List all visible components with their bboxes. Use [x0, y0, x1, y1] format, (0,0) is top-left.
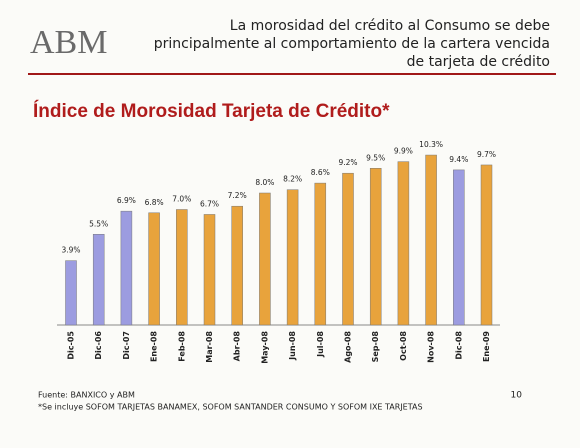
bar	[259, 192, 271, 326]
bar	[397, 161, 410, 326]
bar	[120, 210, 133, 326]
value-label: 10.3%	[419, 140, 443, 149]
source: Fuente: BANXICO y ABM	[38, 391, 135, 400]
x-tick-label: Feb-08	[177, 331, 186, 362]
bar	[286, 189, 299, 326]
x-tick-label: May-08	[260, 331, 269, 364]
value-label: 9.9%	[394, 147, 413, 156]
x-tick-label: Ene-08	[150, 331, 159, 362]
bar	[176, 209, 188, 326]
value-label: 9.7%	[477, 150, 496, 159]
bar	[342, 172, 354, 326]
x-tick-label: Oct-08	[399, 331, 408, 361]
x-tick-label: Dic-08	[454, 331, 463, 360]
bar	[480, 164, 493, 326]
page-number: 10	[511, 391, 523, 401]
header-line: principalmente al comportamiento de la c…	[154, 36, 550, 52]
value-label: 9.2%	[338, 158, 357, 167]
value-label: 7.2%	[228, 191, 247, 200]
value-label: 8.6%	[311, 168, 330, 177]
x-tick-label: Sep-08	[371, 331, 380, 363]
x-tick-label: Jun-08	[288, 331, 297, 361]
logo: ABM	[30, 24, 107, 61]
x-tick-label: Dic-06	[94, 331, 103, 360]
bar	[203, 214, 216, 326]
value-label: 6.9%	[117, 196, 136, 205]
bar	[92, 234, 105, 326]
value-label: 5.5%	[89, 219, 108, 228]
x-tick-label: Dic-05	[67, 331, 76, 360]
x-tick-label: Nov-08	[427, 331, 436, 363]
value-label: 8.2%	[283, 175, 302, 184]
bar	[369, 168, 382, 326]
value-label: 6.8%	[145, 198, 164, 207]
value-label: 8.0%	[255, 178, 274, 187]
bar	[425, 154, 437, 326]
x-tick-label: Ene-09	[482, 331, 491, 362]
chart-title: Índice de Morosidad Tarjeta de Crédito*	[33, 100, 390, 122]
header-line: de tarjeta de crédito	[407, 54, 550, 70]
value-label: 7.0%	[172, 195, 191, 204]
x-tick-label: Abr-08	[233, 331, 242, 362]
value-label: 6.7%	[200, 199, 219, 208]
bar	[453, 169, 465, 326]
x-tick-label: Dic-07	[122, 331, 131, 360]
value-label: 9.5%	[366, 153, 385, 162]
bar	[314, 182, 327, 326]
x-tick-label: Ago-08	[344, 331, 353, 363]
value-label: 3.9%	[61, 246, 80, 255]
x-tick-label: Jul-08	[316, 331, 325, 358]
note: *Se incluye SOFOM TARJETAS BANAMEX, SOFO…	[38, 403, 423, 412]
bar	[65, 260, 77, 326]
value-label: 9.4%	[449, 155, 468, 164]
bar	[148, 212, 160, 326]
bar	[231, 205, 243, 326]
header-line: La morosidad del crédito al Consumo se d…	[230, 18, 550, 34]
x-tick-label: Mar-08	[205, 331, 214, 363]
